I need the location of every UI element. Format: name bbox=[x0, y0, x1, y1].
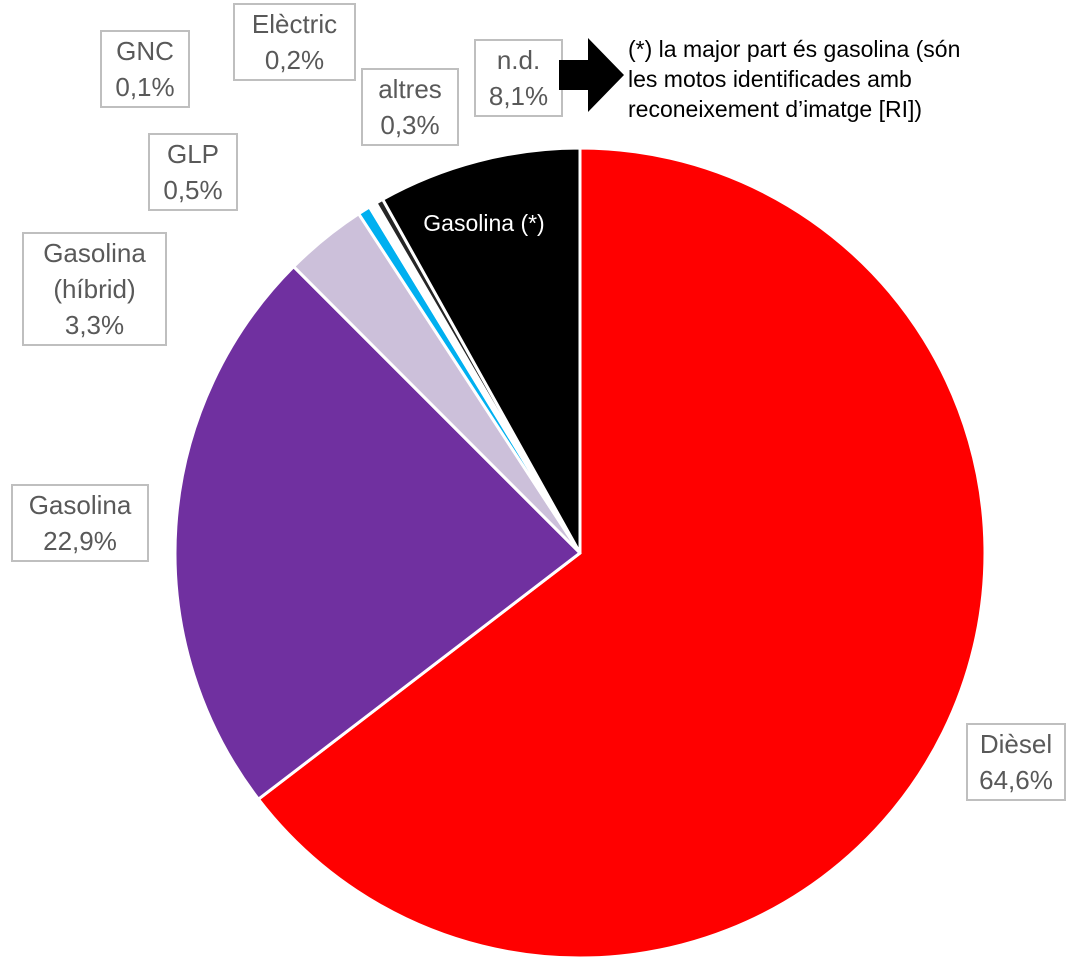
slice-category-label: Gasolina bbox=[43, 238, 146, 268]
slice-label-box bbox=[11, 484, 149, 562]
slice-label-box bbox=[22, 232, 167, 346]
slice-category-label: Gasolina bbox=[29, 490, 132, 520]
slice-label: Gasolina (híbrid) 3,3% bbox=[22, 232, 167, 346]
slice-label: n.d. 8,1% bbox=[474, 39, 563, 117]
pie-slice-n-d bbox=[381, 146, 582, 555]
nd-inner-label: Gasolina (*) bbox=[423, 210, 544, 236]
slice-value-label: 8,1% bbox=[489, 81, 548, 111]
slice-category-label: GNC bbox=[116, 36, 174, 66]
slice-value-label: 64,6% bbox=[979, 765, 1053, 795]
slice-value-label: 3,3% bbox=[65, 310, 124, 340]
pie-slices bbox=[173, 146, 987, 958]
slice-label: GLP 0,5% bbox=[148, 133, 238, 211]
slice-label: altres 0,3% bbox=[361, 68, 459, 146]
annotation-line: reconeixement d’imatge [RI]) bbox=[628, 96, 922, 122]
slice-category-label: (híbrid) bbox=[53, 274, 135, 304]
slice-labels: Dièsel 64,6% Gasolina 22,9% Gasolina (híbrid)… bbox=[11, 3, 1066, 801]
slice-label: Dièsel 64,6% bbox=[966, 723, 1066, 801]
slice-label: GNC 0,1% bbox=[100, 30, 190, 108]
slice-value-label: 0,5% bbox=[163, 175, 222, 205]
slice-category-label: Elèctric bbox=[252, 9, 337, 39]
slice-label-box bbox=[361, 68, 459, 146]
slice-value-label: 0,1% bbox=[115, 72, 174, 102]
slice-label: Gasolina 22,9% bbox=[11, 484, 149, 562]
slice-label-box bbox=[100, 30, 190, 108]
slice-category-label: Dièsel bbox=[980, 729, 1052, 759]
slice-category-label: n.d. bbox=[497, 45, 540, 75]
slice-label-box bbox=[966, 723, 1066, 801]
slice-value-label: 0,2% bbox=[265, 45, 324, 75]
arrow-right-icon bbox=[559, 38, 624, 112]
pie-slice-gasolina bbox=[173, 265, 582, 801]
slice-value-label: 0,3% bbox=[380, 110, 439, 140]
annotation-note: (*) la major part és gasolina (són les mo… bbox=[628, 36, 960, 122]
slice-category-label: GLP bbox=[167, 139, 219, 169]
pie-slice-dièsel bbox=[256, 146, 987, 958]
slice-value-label: 22,9% bbox=[43, 526, 117, 556]
annotation-line: (*) la major part és gasolina (són bbox=[628, 36, 960, 62]
annotation-line: les motos identificades amb bbox=[628, 66, 912, 92]
slice-label-box bbox=[148, 133, 238, 211]
slice-category-label: altres bbox=[378, 74, 442, 104]
slice-label: Elèctric 0,2% bbox=[233, 3, 356, 81]
slice-label-box bbox=[233, 3, 356, 81]
